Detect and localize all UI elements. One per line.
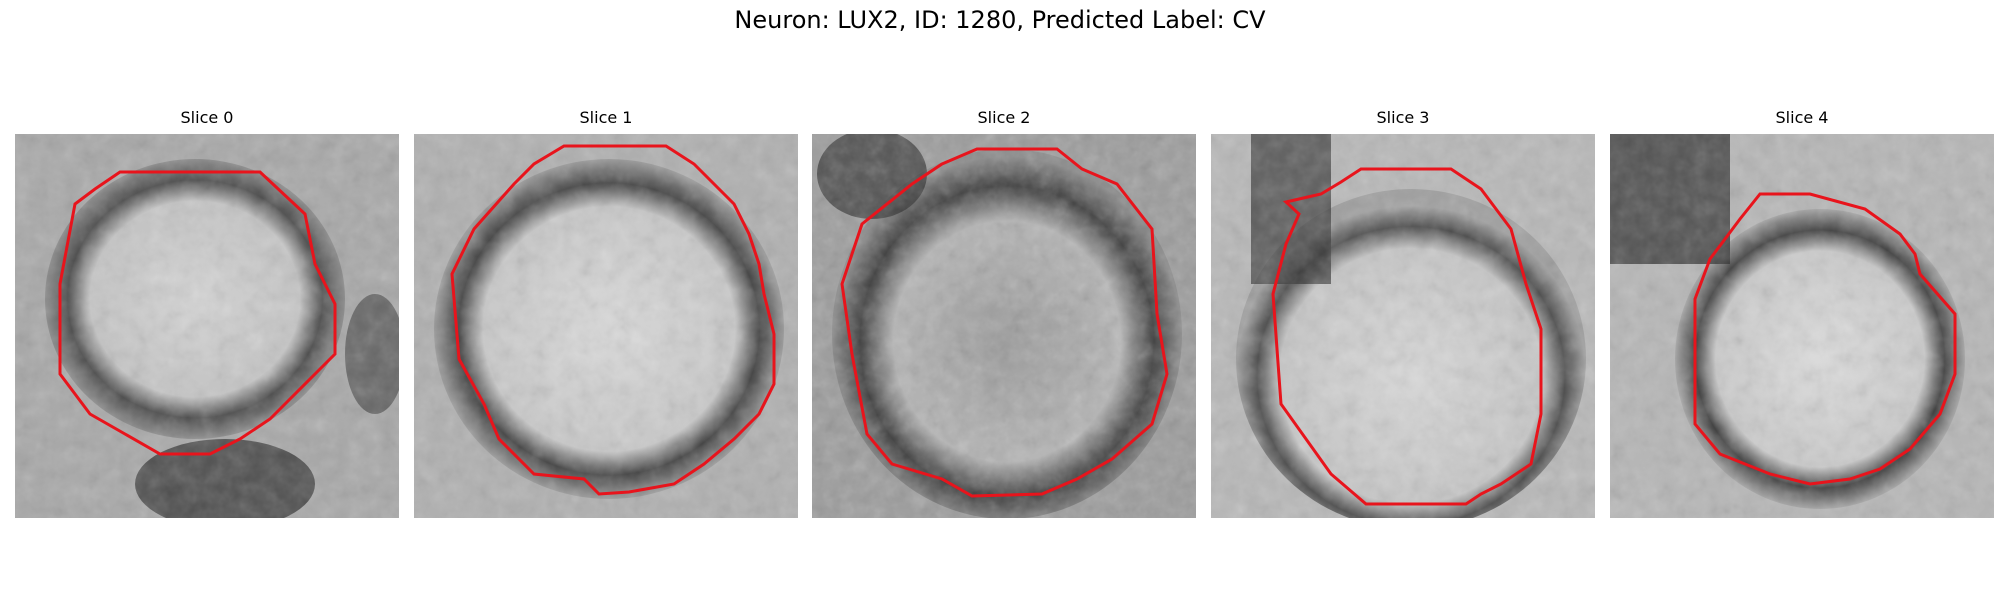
contour-outline (450, 144, 776, 496)
slice-title: Slice 2 (977, 108, 1031, 127)
contour-outline (58, 170, 337, 456)
slice-image (15, 134, 399, 518)
slice-title: Slice 0 (180, 108, 234, 127)
slice-image (812, 134, 1196, 518)
slice-panel-4: Slice 4 (1610, 108, 1994, 518)
contour-outline (1693, 192, 1957, 486)
figure-title: Neuron: LUX2, ID: 1280, Predicted Label:… (734, 6, 1266, 34)
contour-outline (1271, 167, 1543, 506)
slice-image (414, 134, 798, 518)
slice-title: Slice 3 (1376, 108, 1430, 127)
contour-outline (840, 147, 1169, 498)
slice-title: Slice 4 (1775, 108, 1829, 127)
slice-panel-0: Slice 0 (15, 108, 399, 518)
slice-title: Slice 1 (579, 108, 633, 127)
slice-panel-1: Slice 1 (414, 108, 798, 518)
slice-image (1610, 134, 1994, 518)
slice-panel-3: Slice 3 (1211, 108, 1595, 518)
slice-image (1211, 134, 1595, 518)
slice-panel-2: Slice 2 (812, 108, 1196, 518)
